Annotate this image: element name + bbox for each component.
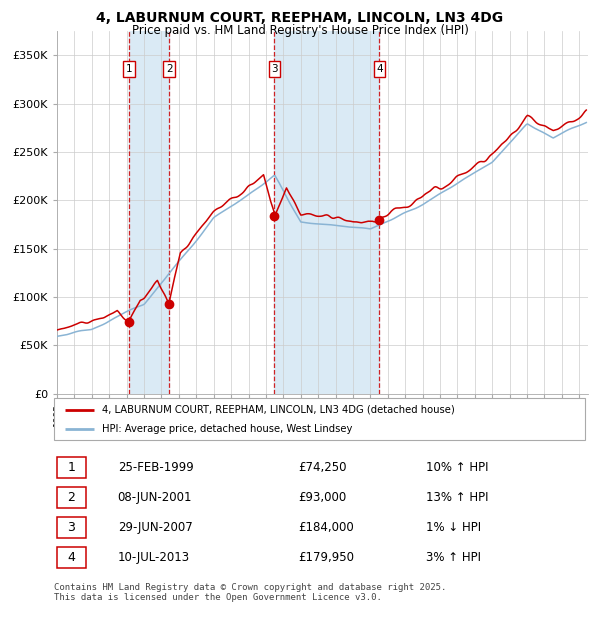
Text: 4, LABURNUM COURT, REEPHAM, LINCOLN, LN3 4DG: 4, LABURNUM COURT, REEPHAM, LINCOLN, LN3… bbox=[97, 11, 503, 25]
Text: 08-JUN-2001: 08-JUN-2001 bbox=[118, 492, 192, 504]
Text: 2: 2 bbox=[67, 492, 75, 504]
Text: 25-FEB-1999: 25-FEB-1999 bbox=[118, 461, 193, 474]
Text: 10% ↑ HPI: 10% ↑ HPI bbox=[426, 461, 488, 474]
FancyBboxPatch shape bbox=[56, 517, 86, 538]
Text: 13% ↑ HPI: 13% ↑ HPI bbox=[426, 492, 488, 504]
FancyBboxPatch shape bbox=[56, 547, 86, 569]
Bar bbox=[129, 31, 169, 394]
FancyBboxPatch shape bbox=[56, 458, 86, 479]
Text: HPI: Average price, detached house, West Lindsey: HPI: Average price, detached house, West… bbox=[102, 424, 352, 434]
Text: 2: 2 bbox=[166, 64, 172, 74]
Text: £74,250: £74,250 bbox=[298, 461, 347, 474]
Text: £93,000: £93,000 bbox=[298, 492, 347, 504]
Text: £179,950: £179,950 bbox=[298, 551, 354, 564]
Text: 4: 4 bbox=[67, 551, 75, 564]
FancyBboxPatch shape bbox=[54, 398, 585, 440]
Text: 29-JUN-2007: 29-JUN-2007 bbox=[118, 521, 193, 534]
Text: 4, LABURNUM COURT, REEPHAM, LINCOLN, LN3 4DG (detached house): 4, LABURNUM COURT, REEPHAM, LINCOLN, LN3… bbox=[102, 405, 455, 415]
Text: Price paid vs. HM Land Registry's House Price Index (HPI): Price paid vs. HM Land Registry's House … bbox=[131, 24, 469, 37]
Text: 3: 3 bbox=[67, 521, 75, 534]
Text: 3: 3 bbox=[271, 64, 278, 74]
Bar bbox=[274, 31, 379, 394]
Text: 1% ↓ HPI: 1% ↓ HPI bbox=[426, 521, 481, 534]
Text: £184,000: £184,000 bbox=[298, 521, 354, 534]
Text: Contains HM Land Registry data © Crown copyright and database right 2025.
This d: Contains HM Land Registry data © Crown c… bbox=[54, 583, 446, 602]
Text: 4: 4 bbox=[376, 64, 383, 74]
Text: 3% ↑ HPI: 3% ↑ HPI bbox=[426, 551, 481, 564]
Text: 1: 1 bbox=[126, 64, 133, 74]
Text: 10-JUL-2013: 10-JUL-2013 bbox=[118, 551, 190, 564]
Text: 1: 1 bbox=[67, 461, 75, 474]
FancyBboxPatch shape bbox=[56, 487, 86, 508]
